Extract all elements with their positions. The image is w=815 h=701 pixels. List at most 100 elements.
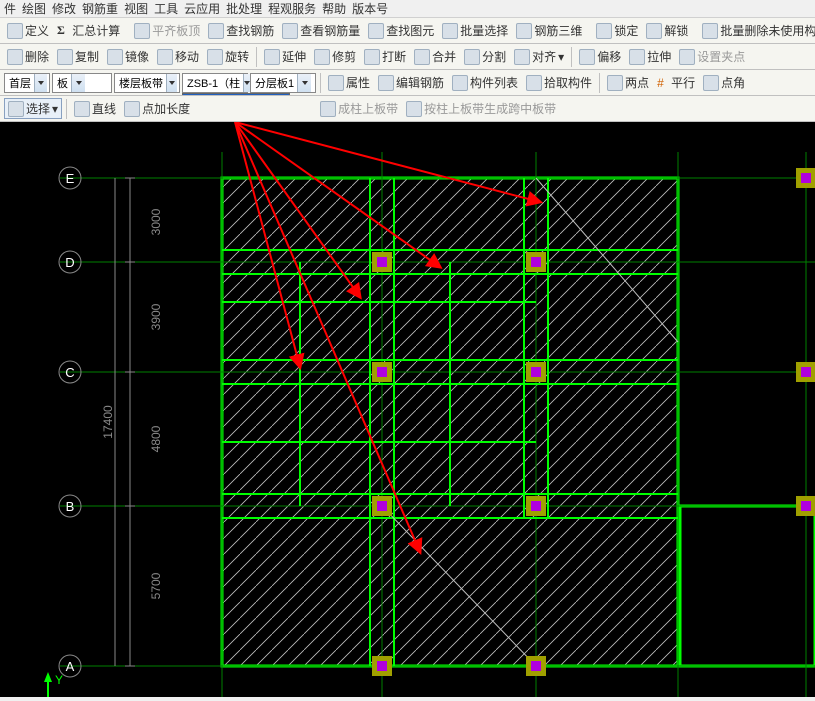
unlock-icon bbox=[646, 23, 662, 39]
menu-item[interactable]: 版本号 bbox=[352, 0, 388, 17]
find-draw-button[interactable]: 查找图元 bbox=[365, 21, 437, 40]
set-grip-button[interactable]: 设置夹点 bbox=[676, 47, 748, 66]
unlock-button[interactable]: 解锁 bbox=[643, 21, 691, 40]
rotate-icon bbox=[207, 49, 223, 65]
find-rebar-icon bbox=[208, 23, 224, 39]
slab-combo[interactable]: 板 bbox=[52, 73, 112, 93]
copy-button[interactable]: 复制 bbox=[54, 47, 102, 66]
menu-item[interactable]: 视图 bbox=[124, 0, 148, 17]
axis-icon: Y bbox=[44, 672, 63, 697]
toolbar-row-2: 删除 复制 镜像 移动 旋转 延伸 修剪 打断 合并 分割 对齐▾ 偏移 拉伸 … bbox=[0, 44, 815, 70]
view-rebar-icon bbox=[282, 23, 298, 39]
dim-total: 17400 bbox=[101, 405, 115, 439]
mirror-icon bbox=[107, 49, 123, 65]
edit-rebar-icon bbox=[378, 75, 394, 91]
edit-rebar-button[interactable]: 编辑钢筋 bbox=[375, 73, 447, 92]
trim-button[interactable]: 修剪 bbox=[311, 47, 359, 66]
twopt-button[interactable]: 两点 bbox=[604, 73, 652, 92]
complist-button[interactable]: 构件列表 bbox=[449, 73, 521, 92]
break-button[interactable]: 打断 bbox=[361, 47, 409, 66]
menu-item[interactable]: 件 bbox=[4, 0, 16, 17]
svg-text:E: E bbox=[66, 171, 75, 186]
offset-icon bbox=[579, 49, 595, 65]
dim-3900: 3900 bbox=[149, 303, 163, 330]
gen-colstrip-button[interactable]: 成柱上板带 bbox=[317, 99, 401, 118]
pick-icon bbox=[526, 75, 542, 91]
dim-3000: 3000 bbox=[149, 208, 163, 235]
gen-colstrip-icon bbox=[320, 101, 336, 117]
merge-icon bbox=[414, 49, 430, 65]
batch-del-button[interactable]: 批量删除未使用构件 bbox=[699, 21, 815, 40]
flat-icon bbox=[134, 23, 150, 39]
rotate-button[interactable]: 旋转 bbox=[204, 47, 252, 66]
find-draw-icon bbox=[368, 23, 384, 39]
extlen-button[interactable]: 点加长度 bbox=[121, 99, 193, 118]
menu-item[interactable]: 程观服务 bbox=[268, 0, 316, 17]
drawing-canvas[interactable]: E D C B A 3000 3900 4800 5700 17400 Y bbox=[0, 122, 815, 697]
toolbar-row-4: 选择▾ 直线 点加长度 成柱上板带 按柱上板带生成跨中板带 bbox=[0, 96, 815, 122]
mirror-button[interactable]: 镜像 bbox=[104, 47, 152, 66]
batch-del-icon bbox=[702, 23, 718, 39]
break-icon bbox=[364, 49, 380, 65]
align-button[interactable]: 对齐▾ bbox=[511, 47, 567, 66]
offset-button[interactable]: 偏移 bbox=[576, 47, 624, 66]
gen-midstrip-button[interactable]: 按柱上板带生成跨中板带 bbox=[403, 99, 559, 118]
svg-text:B: B bbox=[66, 499, 75, 514]
props-icon bbox=[328, 75, 344, 91]
extend-button[interactable]: 延伸 bbox=[261, 47, 309, 66]
merge-button[interactable]: 合并 bbox=[411, 47, 459, 66]
layerslab-combo[interactable]: 分层板1 bbox=[250, 73, 316, 93]
line-icon bbox=[74, 101, 90, 117]
sum-button[interactable]: Σ 汇总计算 bbox=[54, 21, 123, 40]
line-button[interactable]: 直线 bbox=[71, 99, 119, 118]
menu-item[interactable]: 修改 bbox=[52, 0, 76, 17]
floor-combo[interactable]: 首层 bbox=[4, 73, 50, 93]
complist-icon bbox=[452, 75, 468, 91]
find-rebar-button[interactable]: 查找钢筋 bbox=[205, 21, 277, 40]
zsb-combo[interactable]: ZSB-1（柱 ZSB-1（柱上板带） KZB-1（跨中板带） bbox=[182, 73, 248, 93]
toolbar-row-1: 定义 Σ 汇总计算 平齐板顶 查找钢筋 查看钢筋量 查找图元 批量选择 钢筋三维… bbox=[0, 18, 815, 44]
parallel-button[interactable]: # 平行 bbox=[654, 73, 698, 92]
dim-5700: 5700 bbox=[149, 572, 163, 599]
select-button[interactable]: 选择▾ bbox=[4, 98, 62, 119]
svg-text:D: D bbox=[65, 255, 74, 270]
flat-top-button[interactable]: 平齐板顶 bbox=[131, 21, 203, 40]
pick-button[interactable]: 拾取构件 bbox=[523, 73, 595, 92]
menu-item[interactable]: 钢筋重 bbox=[82, 0, 118, 17]
rebar3d-icon bbox=[516, 23, 532, 39]
align-icon bbox=[514, 49, 530, 65]
define-button[interactable]: 定义 bbox=[4, 21, 52, 40]
grip-icon bbox=[679, 49, 695, 65]
extlen-icon bbox=[124, 101, 140, 117]
lock-icon bbox=[596, 23, 612, 39]
twopt-icon bbox=[607, 75, 623, 91]
view-rebar-button[interactable]: 查看钢筋量 bbox=[279, 21, 363, 40]
rebar3d-button[interactable]: 钢筋三维 bbox=[513, 21, 585, 40]
floorstrip-combo[interactable]: 楼层板带 bbox=[114, 73, 180, 93]
menu-item[interactable]: 云应用 bbox=[184, 0, 220, 17]
delete-button[interactable]: 删除 bbox=[4, 47, 52, 66]
menu-item[interactable]: 批处理 bbox=[226, 0, 262, 17]
ptangle-button[interactable]: 点角 bbox=[700, 73, 748, 92]
move-icon bbox=[157, 49, 173, 65]
menu-item[interactable]: 工具 bbox=[154, 0, 178, 17]
menu-item[interactable]: 帮助 bbox=[322, 0, 346, 17]
svg-text:Y: Y bbox=[55, 673, 63, 687]
toolbar-row-3: 首层 板 楼层板带 ZSB-1（柱 ZSB-1（柱上板带） KZB-1（跨中板带… bbox=[0, 70, 815, 96]
move-button[interactable]: 移动 bbox=[154, 47, 202, 66]
batch-sel-icon bbox=[442, 23, 458, 39]
split-button[interactable]: 分割 bbox=[461, 47, 509, 66]
menubar: 件 绘图 修改 钢筋重 视图 工具 云应用 批处理 程观服务 帮助 版本号 bbox=[0, 0, 815, 18]
lock-button[interactable]: 锁定 bbox=[593, 21, 641, 40]
batch-sel-button[interactable]: 批量选择 bbox=[439, 21, 511, 40]
ptangle-icon bbox=[703, 75, 719, 91]
define-icon bbox=[7, 23, 23, 39]
stretch-button[interactable]: 拉伸 bbox=[626, 47, 674, 66]
svg-text:A: A bbox=[66, 659, 75, 674]
select-icon bbox=[8, 101, 24, 117]
copy-icon bbox=[57, 49, 73, 65]
extend-icon bbox=[264, 49, 280, 65]
menu-item[interactable]: 绘图 bbox=[22, 0, 46, 17]
del-icon bbox=[7, 49, 23, 65]
props-button[interactable]: 属性 bbox=[325, 73, 373, 92]
